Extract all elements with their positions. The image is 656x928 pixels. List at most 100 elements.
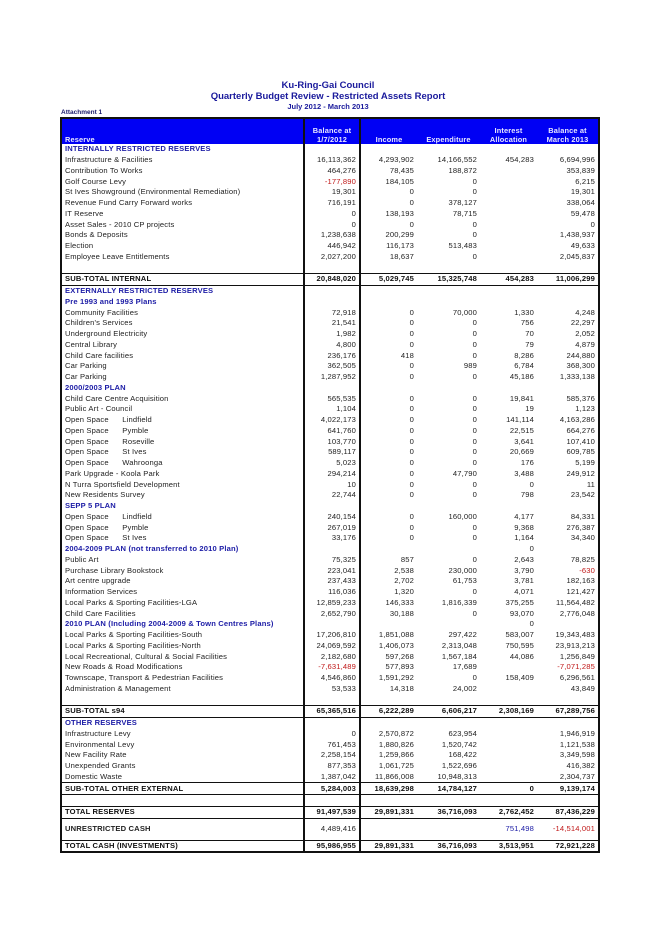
expenditure-cell: 36,716,093 xyxy=(417,839,480,853)
income-cell: 597,268 xyxy=(385,651,414,661)
table-row: Local Recreational, Cultural & Social Fa… xyxy=(61,651,599,662)
expenditure-cell: 14,166,552 xyxy=(437,155,477,165)
expenditure-cell: 1,816,339 xyxy=(441,597,477,607)
income-cell: 6,222,289 xyxy=(360,705,417,718)
expenditure-cell: 0 xyxy=(472,415,477,425)
income-cell: 0 xyxy=(409,522,414,532)
interest-allocation-cell: 3,488 xyxy=(514,468,534,478)
interest-allocation-cell xyxy=(480,717,537,728)
income-cell: 0 xyxy=(409,511,414,521)
reserve-name: Central Library xyxy=(65,339,118,349)
expenditure-cell: 17,689 xyxy=(452,662,477,672)
col-header-closing-balance: Balance at March 2013 xyxy=(537,118,599,144)
reserve-name: Open Space Lindfield xyxy=(65,511,152,521)
table-row: UNRESTRICTED CASH 4,489,416 751,498 -14,514… xyxy=(61,817,599,841)
reserve-name: OTHER RESERVES xyxy=(65,718,138,728)
col-header-expenditure: Expenditure xyxy=(417,118,480,144)
opening-balance-cell: 716,191 xyxy=(303,197,361,209)
closing-balance-cell: 5,199 xyxy=(575,458,595,468)
interest-allocation-cell xyxy=(480,501,537,512)
reserve-name: Open Space Pymble xyxy=(65,425,149,435)
closing-balance-cell: 338,064 xyxy=(566,198,595,208)
interest-allocation-cell: 0 xyxy=(529,479,534,489)
opening-balance-cell: 240,154 xyxy=(303,511,361,523)
table-row: Golf Course Levy -177,890 184,105 0 6,215 xyxy=(61,176,599,187)
total-row: SUB-TOTAL INTERNAL 20,848,020 5,029,745 15,… xyxy=(61,273,599,286)
opening-balance-cell xyxy=(303,296,361,308)
interest-allocation-cell xyxy=(480,694,537,705)
table-row: Park Upgrade - Koola Park 294,214 0 47,790 3… xyxy=(61,468,599,480)
closing-balance-cell: 2,052 xyxy=(575,329,595,339)
reserve-name: Infrastructure Levy xyxy=(65,728,131,738)
reserve-name: Contribution To Works xyxy=(65,165,143,175)
table-row: Information Services 116,036 1,320 0 4,071 12… xyxy=(61,586,599,598)
reserve-name: IT Reserve xyxy=(65,208,104,218)
income-cell xyxy=(360,717,417,728)
expenditure-cell: 0 xyxy=(472,447,477,457)
reserve-name: Open Space St Ives xyxy=(65,447,147,457)
expenditure-cell xyxy=(417,694,480,705)
expenditure-cell: 989 xyxy=(463,361,477,371)
income-cell: 0 xyxy=(409,436,414,446)
reserve-name: Open Space Roseville xyxy=(65,436,155,446)
income-cell: 78,435 xyxy=(389,165,414,175)
closing-balance-cell: -14,514,001 xyxy=(537,817,599,841)
closing-balance-cell: 67,289,756 xyxy=(537,705,599,718)
expenditure-cell: 61,753 xyxy=(452,576,477,586)
reserve-name: Local Parks & Sporting Facilities-North xyxy=(65,640,201,650)
reserve-name: Children's Services xyxy=(65,318,133,328)
reserve-name: Child Care Centre Acquisition xyxy=(65,393,169,403)
expenditure-cell: 0 xyxy=(472,329,477,339)
income-cell: 0 xyxy=(409,339,414,349)
reserve-name: SUB-TOTAL OTHER EXTERNAL xyxy=(61,782,304,795)
opening-balance-cell: 10 xyxy=(303,479,361,490)
opening-balance-cell: 565,535 xyxy=(303,393,361,404)
closing-balance-cell: -630 xyxy=(579,565,595,575)
reserve-name xyxy=(61,795,304,807)
col-header-income: Income xyxy=(360,118,417,144)
interest-allocation-cell xyxy=(480,166,537,177)
interest-allocation-cell xyxy=(480,772,537,783)
reserve-name: Community Facilities xyxy=(65,307,139,317)
interest-allocation-cell xyxy=(480,739,537,750)
income-cell: 0 xyxy=(409,393,414,403)
closing-balance-cell: 585,376 xyxy=(566,393,595,403)
table-row: Car Parking 362,505 0 989 6,784 368,300 xyxy=(61,361,599,372)
col-header-interest: Interest Allocation xyxy=(480,118,537,144)
closing-balance-cell: 11 xyxy=(586,479,595,489)
expenditure-cell: 78,715 xyxy=(452,208,477,218)
closing-balance-cell: 84,331 xyxy=(570,511,595,521)
section-header-row: Pre 1993 and 1993 Plans xyxy=(61,296,599,308)
table-row: Election 446,942 116,173 513,483 49,633 xyxy=(61,240,599,252)
table-row: Revenue Fund Carry Forward works 716,191 0… xyxy=(61,197,599,209)
opening-balance-cell xyxy=(303,794,361,807)
expenditure-cell: 230,000 xyxy=(448,565,477,575)
reserve-name: New Facility Rate xyxy=(65,750,127,760)
reserve-name: Child Care Facilities xyxy=(65,608,136,618)
closing-balance-cell: 1,438,937 xyxy=(559,230,595,240)
interest-allocation-cell xyxy=(480,176,537,187)
expenditure-cell: 0 xyxy=(472,393,477,403)
opening-balance-cell xyxy=(303,500,361,512)
closing-balance-cell: 249,912 xyxy=(566,468,595,478)
closing-balance-cell: 2,304,737 xyxy=(559,771,595,781)
reserve-name: Election xyxy=(65,241,94,251)
income-cell: 138,193 xyxy=(385,208,414,218)
interest-allocation-cell: 0 xyxy=(529,619,534,629)
opening-balance-cell: -177,890 xyxy=(303,176,361,187)
interest-allocation-cell: 19,841 xyxy=(509,393,534,403)
income-cell xyxy=(360,285,417,296)
reserve-name: Administration & Management xyxy=(65,683,171,693)
interest-allocation-cell xyxy=(480,241,537,252)
interest-allocation-cell xyxy=(480,750,537,761)
reserve-name: Employee Leave Entitlements xyxy=(65,251,170,261)
closing-balance-cell: 244,880 xyxy=(566,350,595,360)
closing-balance-cell: 87,436,229 xyxy=(537,805,599,819)
expenditure-cell: 1,567,184 xyxy=(441,651,477,661)
expenditure-cell xyxy=(417,619,480,630)
expenditure-cell: 188,872 xyxy=(448,165,477,175)
expenditure-cell: 0 xyxy=(472,554,477,564)
org-title: Ku-Ring-Gai Council xyxy=(281,80,375,91)
expenditure-cell xyxy=(417,383,480,394)
income-cell: 14,318 xyxy=(389,683,414,693)
